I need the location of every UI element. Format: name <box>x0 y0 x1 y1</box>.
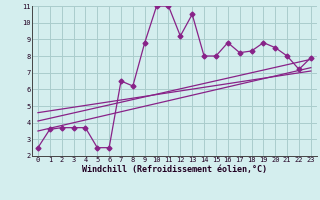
X-axis label: Windchill (Refroidissement éolien,°C): Windchill (Refroidissement éolien,°C) <box>82 165 267 174</box>
